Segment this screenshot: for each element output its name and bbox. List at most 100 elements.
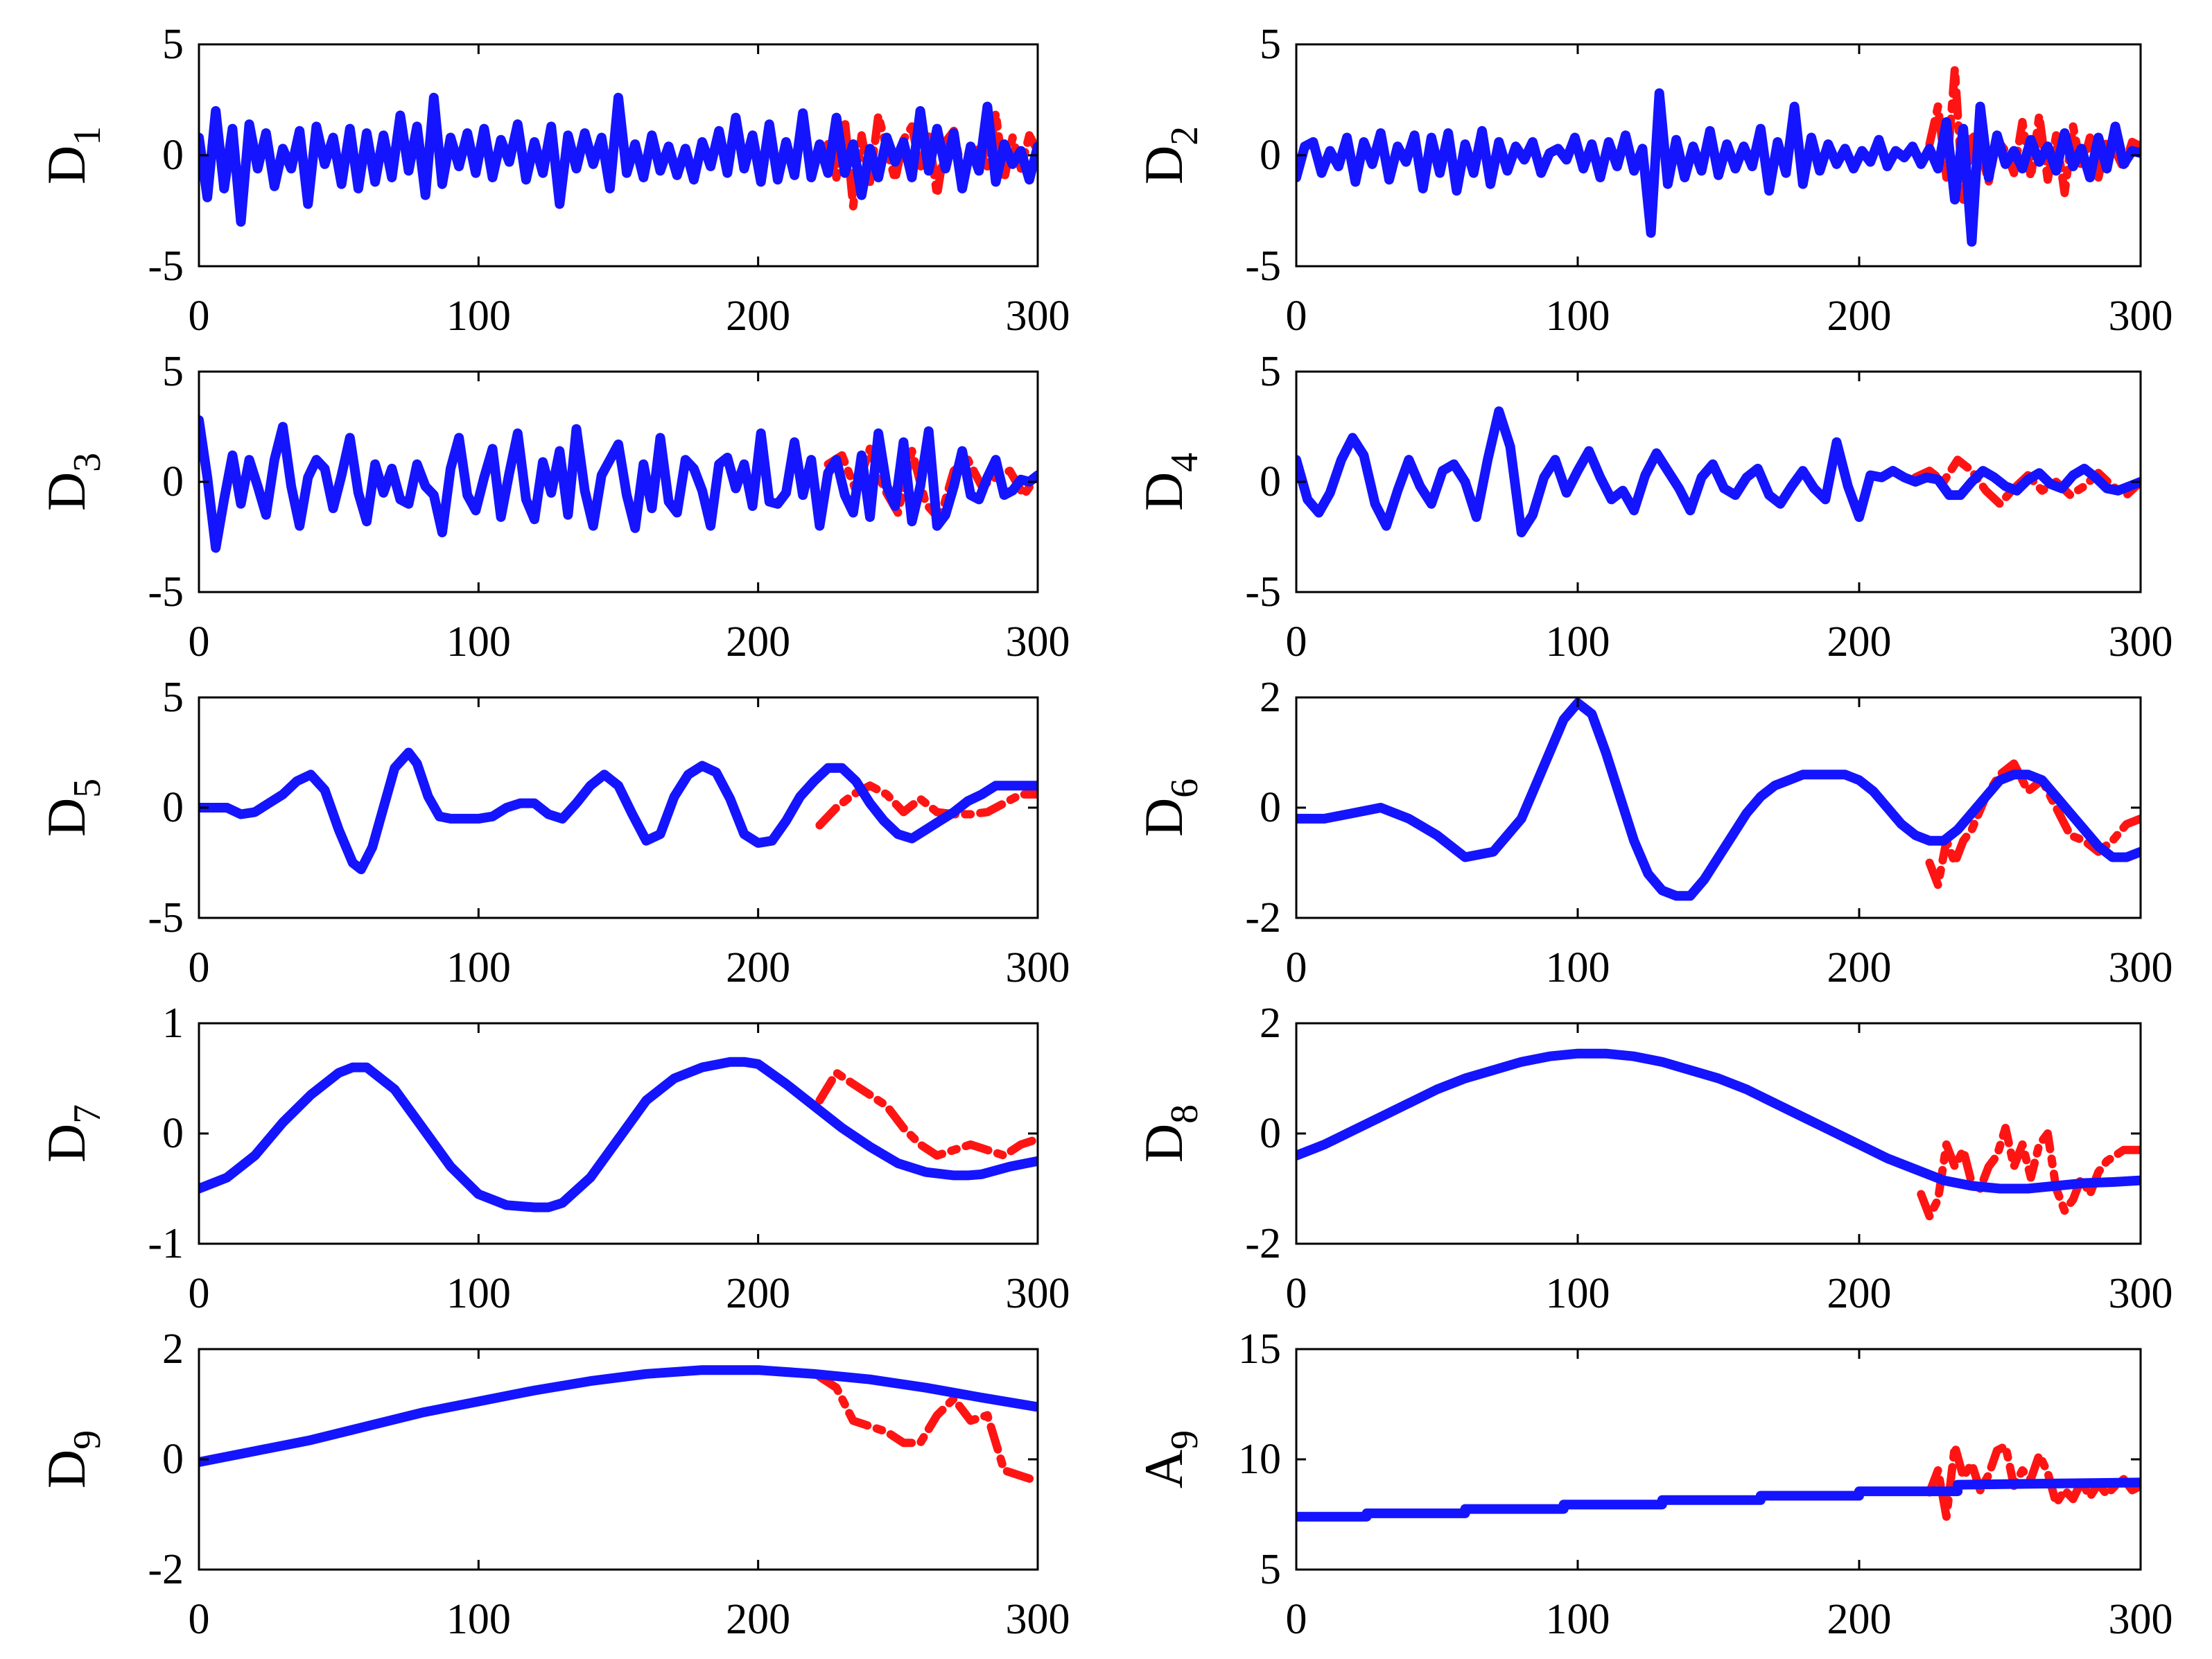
predicted-series-line — [815, 781, 1038, 830]
y-tick-label: -2 — [1245, 894, 1281, 941]
actual-series-line — [199, 415, 1038, 553]
actual-series-line — [1296, 698, 2141, 901]
x-tick-label: 0 — [1286, 1596, 1307, 1643]
x-tick-label: 0 — [189, 944, 210, 991]
y-tick-label: 0 — [162, 132, 184, 179]
x-tick-label: 100 — [1546, 944, 1610, 991]
x-tick-label: 0 — [1286, 1270, 1307, 1317]
y-axis-label-main: A — [1133, 1450, 1194, 1488]
actual-series-line — [1296, 88, 2141, 247]
y-tick-label: -5 — [148, 243, 184, 290]
x-tick-label: 100 — [1546, 618, 1610, 666]
actual-series-line — [199, 1057, 1038, 1213]
x-tick-label: 300 — [1006, 1596, 1070, 1643]
y-axis-label-subscript: 2 — [1163, 126, 1206, 146]
y-tick-label: -5 — [148, 568, 184, 616]
x-tick-label: 200 — [1827, 1596, 1892, 1643]
y-tick-label: 0 — [1260, 458, 1281, 505]
y-tick-label: 5 — [162, 21, 184, 68]
x-tick-label: 0 — [1286, 293, 1307, 340]
y-axis-label-main: D — [36, 798, 96, 837]
y-tick-label: 2 — [1260, 674, 1281, 721]
x-tick-label: 0 — [189, 618, 210, 666]
y-tick-label: 0 — [1260, 784, 1281, 831]
axes-box — [1295, 1348, 2142, 1571]
x-tick-label: 100 — [446, 1270, 511, 1317]
y-axis-label-main: D — [36, 1124, 96, 1163]
x-tick-label: 200 — [1827, 293, 1892, 340]
y-tick-label: 5 — [162, 674, 184, 721]
y-axis-label: D5 — [36, 779, 109, 837]
predicted-series-line — [815, 1372, 1038, 1486]
y-axis-label: D9 — [36, 1430, 109, 1488]
actual-series-line — [199, 747, 1038, 874]
y-axis-label-main: D — [36, 472, 96, 511]
y-tick-label: 5 — [162, 348, 184, 395]
x-tick-label: 200 — [726, 618, 790, 666]
y-tick-label: 0 — [162, 458, 184, 505]
y-tick-label: 2 — [162, 1326, 184, 1373]
y-axis-label-main: D — [36, 1450, 96, 1488]
y-tick-label: -5 — [1245, 568, 1281, 616]
predicted-series-line — [1917, 1124, 2141, 1221]
y-axis-label-main: D — [1133, 798, 1194, 837]
x-tick-label: 0 — [1286, 618, 1307, 666]
y-axis-label: D2 — [1133, 126, 1206, 184]
x-tick-label: 200 — [726, 944, 790, 991]
x-tick-label: 0 — [189, 293, 210, 340]
y-tick-label: 5 — [1260, 1546, 1281, 1593]
panel-a9: 0 100 200 300 15 10 5 A9 — [1133, 1326, 2173, 1643]
y-axis-label-subscript: 7 — [66, 1104, 109, 1124]
x-tick-label: 200 — [1827, 618, 1892, 666]
x-tick-label: 100 — [1546, 1596, 1610, 1643]
y-axis-label-subscript: 9 — [66, 1430, 109, 1450]
y-axis-label-main: D — [36, 146, 96, 184]
y-tick-label: 2 — [1260, 1000, 1281, 1047]
y-tick-label: -2 — [148, 1546, 184, 1593]
x-tick-label: 0 — [1286, 944, 1307, 991]
y-tick-label: 0 — [1260, 1110, 1281, 1157]
y-tick-label: 0 — [162, 1110, 184, 1157]
y-axis-label: D6 — [1133, 779, 1206, 837]
y-axis-label: D3 — [36, 453, 109, 511]
x-tick-label: 100 — [446, 618, 511, 666]
y-axis-label: D1 — [36, 126, 109, 184]
actual-series-line — [1296, 1048, 2141, 1194]
x-tick-label: 0 — [189, 1270, 210, 1317]
predicted-series-line — [1925, 1441, 2141, 1521]
x-tick-label: 300 — [2109, 1270, 2173, 1317]
x-tick-label: 200 — [726, 1270, 790, 1317]
y-axis-label-main: D — [1133, 1124, 1194, 1163]
y-axis-label-main: D — [1133, 472, 1194, 511]
axes-box — [1295, 696, 2142, 919]
x-tick-label: 200 — [1827, 1270, 1892, 1317]
x-tick-label: 200 — [1827, 944, 1892, 991]
y-tick-label: 0 — [1260, 132, 1281, 179]
y-tick-label: 0 — [162, 784, 184, 831]
y-axis-label-subscript: 9 — [1163, 1430, 1206, 1450]
y-tick-label: -2 — [1245, 1220, 1281, 1267]
y-tick-label: -5 — [1245, 243, 1281, 290]
y-tick-label: -5 — [148, 894, 184, 941]
actual-series-line — [1296, 1477, 2141, 1522]
x-tick-label: 300 — [1006, 618, 1070, 666]
x-tick-label: 0 — [189, 1596, 210, 1643]
y-axis-label-subscript: 1 — [66, 126, 109, 146]
y-axis-label-subscript: 8 — [1163, 1104, 1206, 1124]
actual-series-line — [1296, 406, 2141, 538]
y-tick-label: 5 — [1260, 21, 1281, 68]
actual-series-line — [199, 92, 1038, 227]
x-tick-label: 100 — [446, 293, 511, 340]
x-tick-label: 100 — [446, 1596, 511, 1643]
axes-box — [1295, 1022, 2142, 1245]
y-axis-label: A9 — [1133, 1430, 1206, 1488]
x-tick-label: 300 — [1006, 293, 1070, 340]
